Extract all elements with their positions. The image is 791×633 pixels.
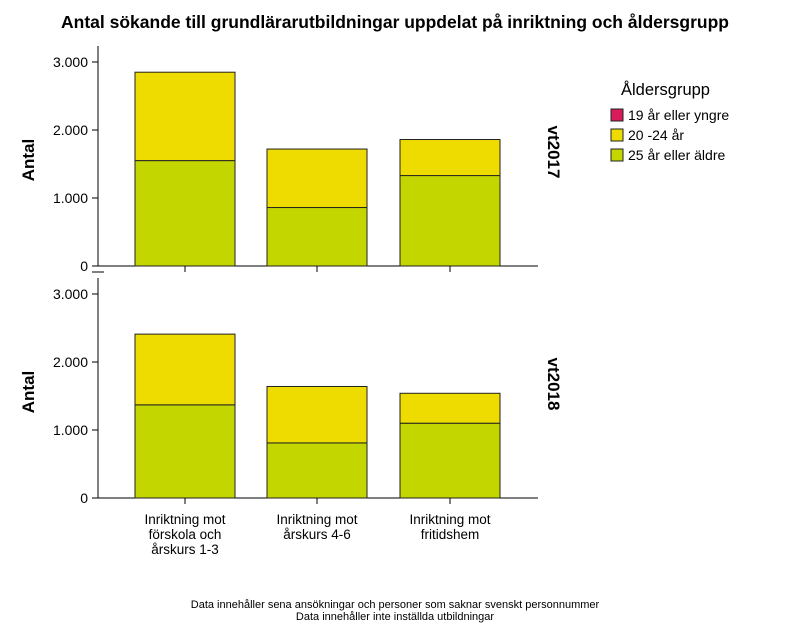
y-tick-label: 1.000	[53, 190, 88, 206]
bar-segment	[134, 71, 236, 162]
footnote: Data innehåller inte inställda utbildnin…	[296, 611, 494, 623]
bar-segment	[399, 422, 501, 499]
bar-segment	[134, 333, 236, 406]
y-tick-label: 3.000	[53, 54, 88, 70]
bar-segment	[399, 392, 501, 424]
category-label: Inriktning mot	[409, 512, 490, 527]
bar-segment	[134, 404, 236, 499]
y-tick-label: 3.000	[53, 286, 88, 302]
bar-segment	[134, 160, 236, 267]
legend-entry: 19 år eller yngre	[628, 107, 729, 123]
legend-swatch	[610, 128, 624, 142]
bar-segment	[266, 207, 368, 267]
y-tick-label: 2.000	[53, 122, 88, 138]
bar-segment	[266, 442, 368, 499]
category-label: Inriktning mot	[276, 512, 357, 527]
y-tick-label: 1.000	[53, 422, 88, 438]
legend-entry: 25 år eller äldre	[628, 147, 725, 163]
bar-segment	[266, 148, 368, 209]
legend-entry: 20 -24 år	[628, 127, 684, 143]
y-tick-label: 0	[80, 490, 88, 506]
y-axis-label: Antal	[19, 139, 38, 182]
category-label: årskurs 4-6	[283, 527, 351, 542]
legend-title: Åldersgrupp	[621, 80, 710, 99]
category-label: fritidshem	[421, 527, 480, 542]
footnote: Data innehåller sena ansökningar och per…	[191, 599, 600, 611]
y-axis-label: Antal	[19, 371, 38, 414]
legend-swatch	[610, 108, 624, 122]
category-label: förskola och	[149, 527, 222, 542]
panel-label: vt2017	[544, 126, 563, 179]
y-tick-label: 2.000	[53, 354, 88, 370]
y-tick-label: 0	[80, 258, 88, 274]
bar-segment	[399, 175, 501, 267]
category-label: årskurs 1-3	[151, 542, 219, 557]
category-label: Inriktning mot	[144, 512, 225, 527]
panel-label: vt2018	[544, 358, 563, 411]
chart-title: Antal sökande till grundlärarutbildninga…	[61, 12, 729, 32]
bar-segment	[266, 385, 368, 444]
bar-segment	[399, 139, 501, 177]
legend-swatch	[610, 148, 624, 162]
